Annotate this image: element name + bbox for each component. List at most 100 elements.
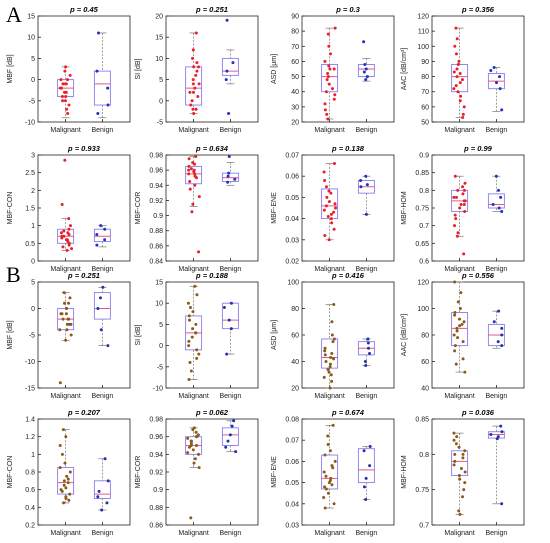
data-point: [191, 82, 195, 86]
data-point: [99, 224, 103, 228]
iqr-box: [57, 467, 75, 495]
iqr-box: [321, 454, 339, 490]
data-point: [68, 470, 72, 474]
x-tick-label: Malignant: [178, 127, 208, 134]
data-point: [227, 318, 231, 322]
data-point: [225, 352, 229, 356]
plot-frame: [37, 154, 131, 262]
chart-panel-1: p = 0.45 -10 -5 0 5 10 15 MBF [dB] Malignant Beni…: [7, 5, 131, 134]
data-point: [188, 187, 192, 191]
data-point: [492, 65, 496, 69]
x-tick-label: Malignant: [50, 266, 80, 273]
data-point: [68, 492, 72, 496]
data-point: [457, 509, 461, 513]
chart-panel-3: p = 0.3 20 30 40 50 60 70 80 90 ASD [μm] Malignant…: [271, 5, 395, 134]
data-point: [330, 333, 334, 337]
y-tick-label: 15: [155, 280, 163, 287]
data-point: [494, 174, 498, 178]
y-tick-label: 40: [291, 359, 299, 366]
plot-frame: [301, 281, 395, 389]
y-tick-label: 60: [291, 59, 299, 66]
data-point: [62, 483, 66, 487]
data-point: [60, 95, 64, 99]
data-point: [197, 82, 201, 86]
data-point: [462, 202, 466, 206]
y-axis-label: MBF-HOM: [401, 191, 408, 225]
data-point: [58, 466, 62, 470]
data-point: [323, 453, 327, 457]
data-point: [453, 213, 457, 217]
y-tick-label: 0.94: [149, 183, 163, 190]
data-point: [364, 498, 368, 502]
data-point: [60, 202, 64, 206]
data-point: [323, 178, 327, 182]
data-point: [194, 176, 198, 180]
data-point: [95, 233, 99, 236]
y-tick-label: 60: [291, 333, 299, 340]
x-tick-label: Malignant: [314, 266, 344, 273]
data-point: [197, 65, 201, 69]
y-tick-label: 0: [31, 77, 35, 84]
y-tick-label: 10: [155, 56, 163, 63]
data-point: [463, 370, 467, 374]
y-tick-label: 120: [417, 14, 429, 21]
y-tick-label: 0.03: [285, 523, 299, 530]
chart-panel-11: p = 0.416 20 40 60 80 100 ASD [μm] Malignant Ben…: [271, 271, 395, 400]
x-tick-label: Benign: [486, 530, 508, 537]
data-point: [324, 90, 328, 94]
data-point: [67, 227, 71, 231]
data-point: [64, 238, 68, 242]
data-point: [454, 442, 458, 446]
y-tick-label: 1.5: [25, 206, 35, 213]
y-tick-label: -10: [153, 386, 163, 393]
plot-frame: [301, 15, 395, 123]
data-point: [453, 280, 457, 284]
data-point: [330, 352, 334, 356]
data-point: [323, 506, 327, 510]
data-point: [192, 461, 196, 465]
data-point: [196, 95, 200, 99]
data-point: [190, 210, 194, 214]
data-point: [65, 322, 69, 326]
x-tick-label: Malignant: [50, 127, 80, 134]
data-point: [453, 44, 457, 48]
x-tick-label: Benign: [220, 127, 242, 134]
data-point: [227, 171, 231, 175]
data-point: [96, 495, 100, 499]
data-point: [462, 188, 466, 192]
data-point: [459, 291, 463, 295]
data-point: [500, 210, 504, 214]
data-point: [195, 61, 199, 65]
data-point: [67, 301, 71, 305]
data-point: [452, 431, 456, 435]
data-point: [189, 369, 193, 373]
data-point: [458, 206, 462, 210]
data-point: [195, 293, 199, 297]
y-tick-label: 100: [417, 306, 429, 313]
data-point: [64, 95, 68, 99]
data-point: [500, 108, 504, 112]
data-point: [191, 202, 195, 206]
iqr-box: [321, 188, 339, 220]
data-point: [229, 301, 233, 305]
data-point: [453, 313, 457, 317]
data-point: [189, 516, 193, 520]
y-axis-label: MBF-HOM: [401, 455, 408, 489]
data-point: [62, 479, 66, 483]
data-point: [461, 357, 465, 361]
y-tick-label: 90: [421, 59, 429, 66]
data-point: [500, 502, 504, 506]
data-point: [499, 195, 503, 199]
data-point: [332, 502, 336, 506]
y-tick-label: 5: [159, 322, 163, 329]
data-point: [67, 103, 71, 107]
y-tick-label: 70: [291, 44, 299, 51]
y-tick-label: 0.96: [149, 434, 163, 441]
data-point: [331, 466, 335, 470]
iqr-box: [487, 193, 505, 209]
data-point: [324, 185, 328, 189]
data-point: [226, 174, 230, 178]
data-point: [191, 56, 195, 60]
data-point: [67, 243, 71, 247]
